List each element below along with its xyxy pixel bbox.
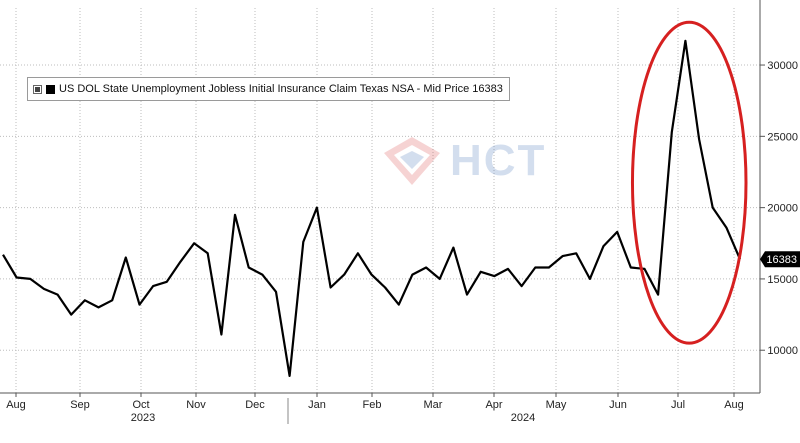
x-tick-label: May: [546, 399, 567, 411]
legend-swatch: [46, 84, 55, 94]
hct-logo-icon: [384, 137, 440, 185]
x-tick-label: Nov: [186, 399, 206, 411]
y-tick-label: 30000: [767, 60, 798, 72]
x-tick-label: Feb: [363, 399, 382, 411]
y-tick-label: 20000: [767, 203, 798, 215]
x-year-label: 2023: [131, 412, 155, 424]
x-tick-label: Aug: [6, 399, 26, 411]
x-tick-label: Mar: [424, 399, 443, 411]
x-tick-label: Dec: [245, 399, 265, 411]
series-line: [2, 39, 742, 377]
y-tick-label: 10000: [767, 345, 798, 357]
y-tick-label: 15000: [767, 274, 798, 286]
last-value-label: 16383: [766, 254, 797, 266]
x-year-label: 2024: [511, 412, 535, 424]
x-tick-label: Aug: [724, 399, 744, 411]
watermark-text: HCT: [450, 136, 547, 185]
annotation-ellipse: [630, 20, 748, 345]
x-tick-label: Jun: [609, 399, 627, 411]
legend-toggle-icon[interactable]: [33, 84, 42, 94]
y-tick-label: 25000: [767, 131, 798, 143]
last-value-tag: [760, 251, 800, 268]
x-tick-label: Jul: [671, 399, 685, 411]
x-tick-label: Sep: [70, 399, 90, 411]
legend-label: US DOL State Unemployment Jobless Initia…: [59, 83, 503, 95]
watermark: HCT: [380, 133, 546, 189]
x-tick-label: Apr: [485, 399, 502, 411]
x-tick-label: Oct: [132, 399, 149, 411]
legend[interactable]: US DOL State Unemployment Jobless Initia…: [27, 77, 510, 101]
x-tick-label: Jan: [308, 399, 326, 411]
